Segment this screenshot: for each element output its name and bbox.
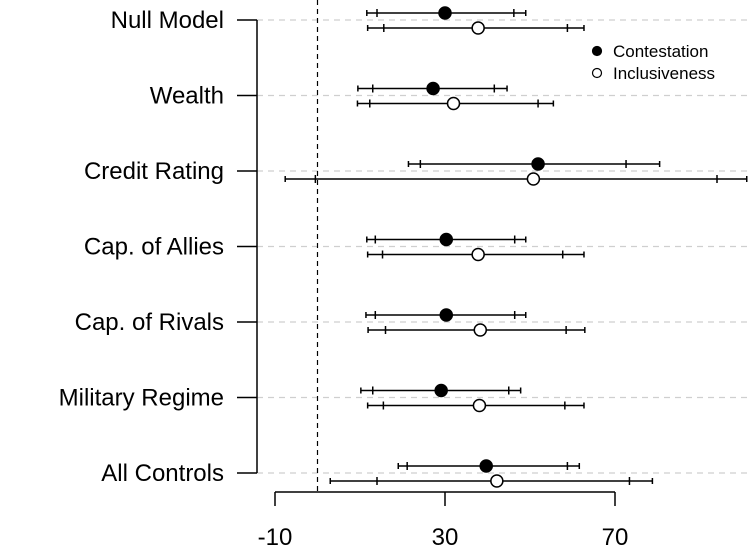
point-estimate [526, 172, 541, 186]
category-label: Null Model [111, 7, 224, 34]
legend-marker [591, 67, 603, 79]
point-estimate [471, 247, 485, 262]
category-label: All Controls [101, 460, 224, 487]
point-estimate [426, 81, 440, 96]
category-labels: Null Model Wealth Credit Rating Cap. of All… [59, 7, 224, 487]
axes [237, 19, 616, 506]
point-estimate [439, 308, 454, 322]
category-label: Credit Rating [84, 158, 224, 185]
legend-label: Contestation [613, 42, 708, 61]
point-estimate [479, 459, 493, 473]
x-tick-label: 30 [432, 524, 459, 549]
point-estimate [438, 6, 452, 20]
point-estimate [439, 232, 454, 247]
category-label: Cap. of Allies [84, 234, 224, 261]
category-label: Military Regime [59, 385, 224, 412]
gridlines [257, 19, 751, 474]
x-tick-label: 70 [602, 524, 629, 549]
point-estimate [446, 96, 461, 111]
x-tick-label: -10 [258, 524, 293, 549]
point-estimate [531, 157, 545, 171]
point-estimate [471, 21, 485, 35]
series-marks [284, 6, 748, 488]
legend-label: Inclusiveness [613, 64, 715, 83]
legend: Contestation Inclusiveness [591, 42, 715, 83]
point-estimate [434, 383, 448, 398]
category-label: Cap. of Rivals [75, 309, 224, 336]
legend-marker [591, 45, 603, 57]
point-estimate [472, 398, 487, 413]
x-axis-ticks: -10 30 70 [258, 524, 629, 549]
category-label: Wealth [150, 83, 224, 110]
point-estimate [473, 323, 488, 337]
point-estimate [490, 474, 504, 488]
